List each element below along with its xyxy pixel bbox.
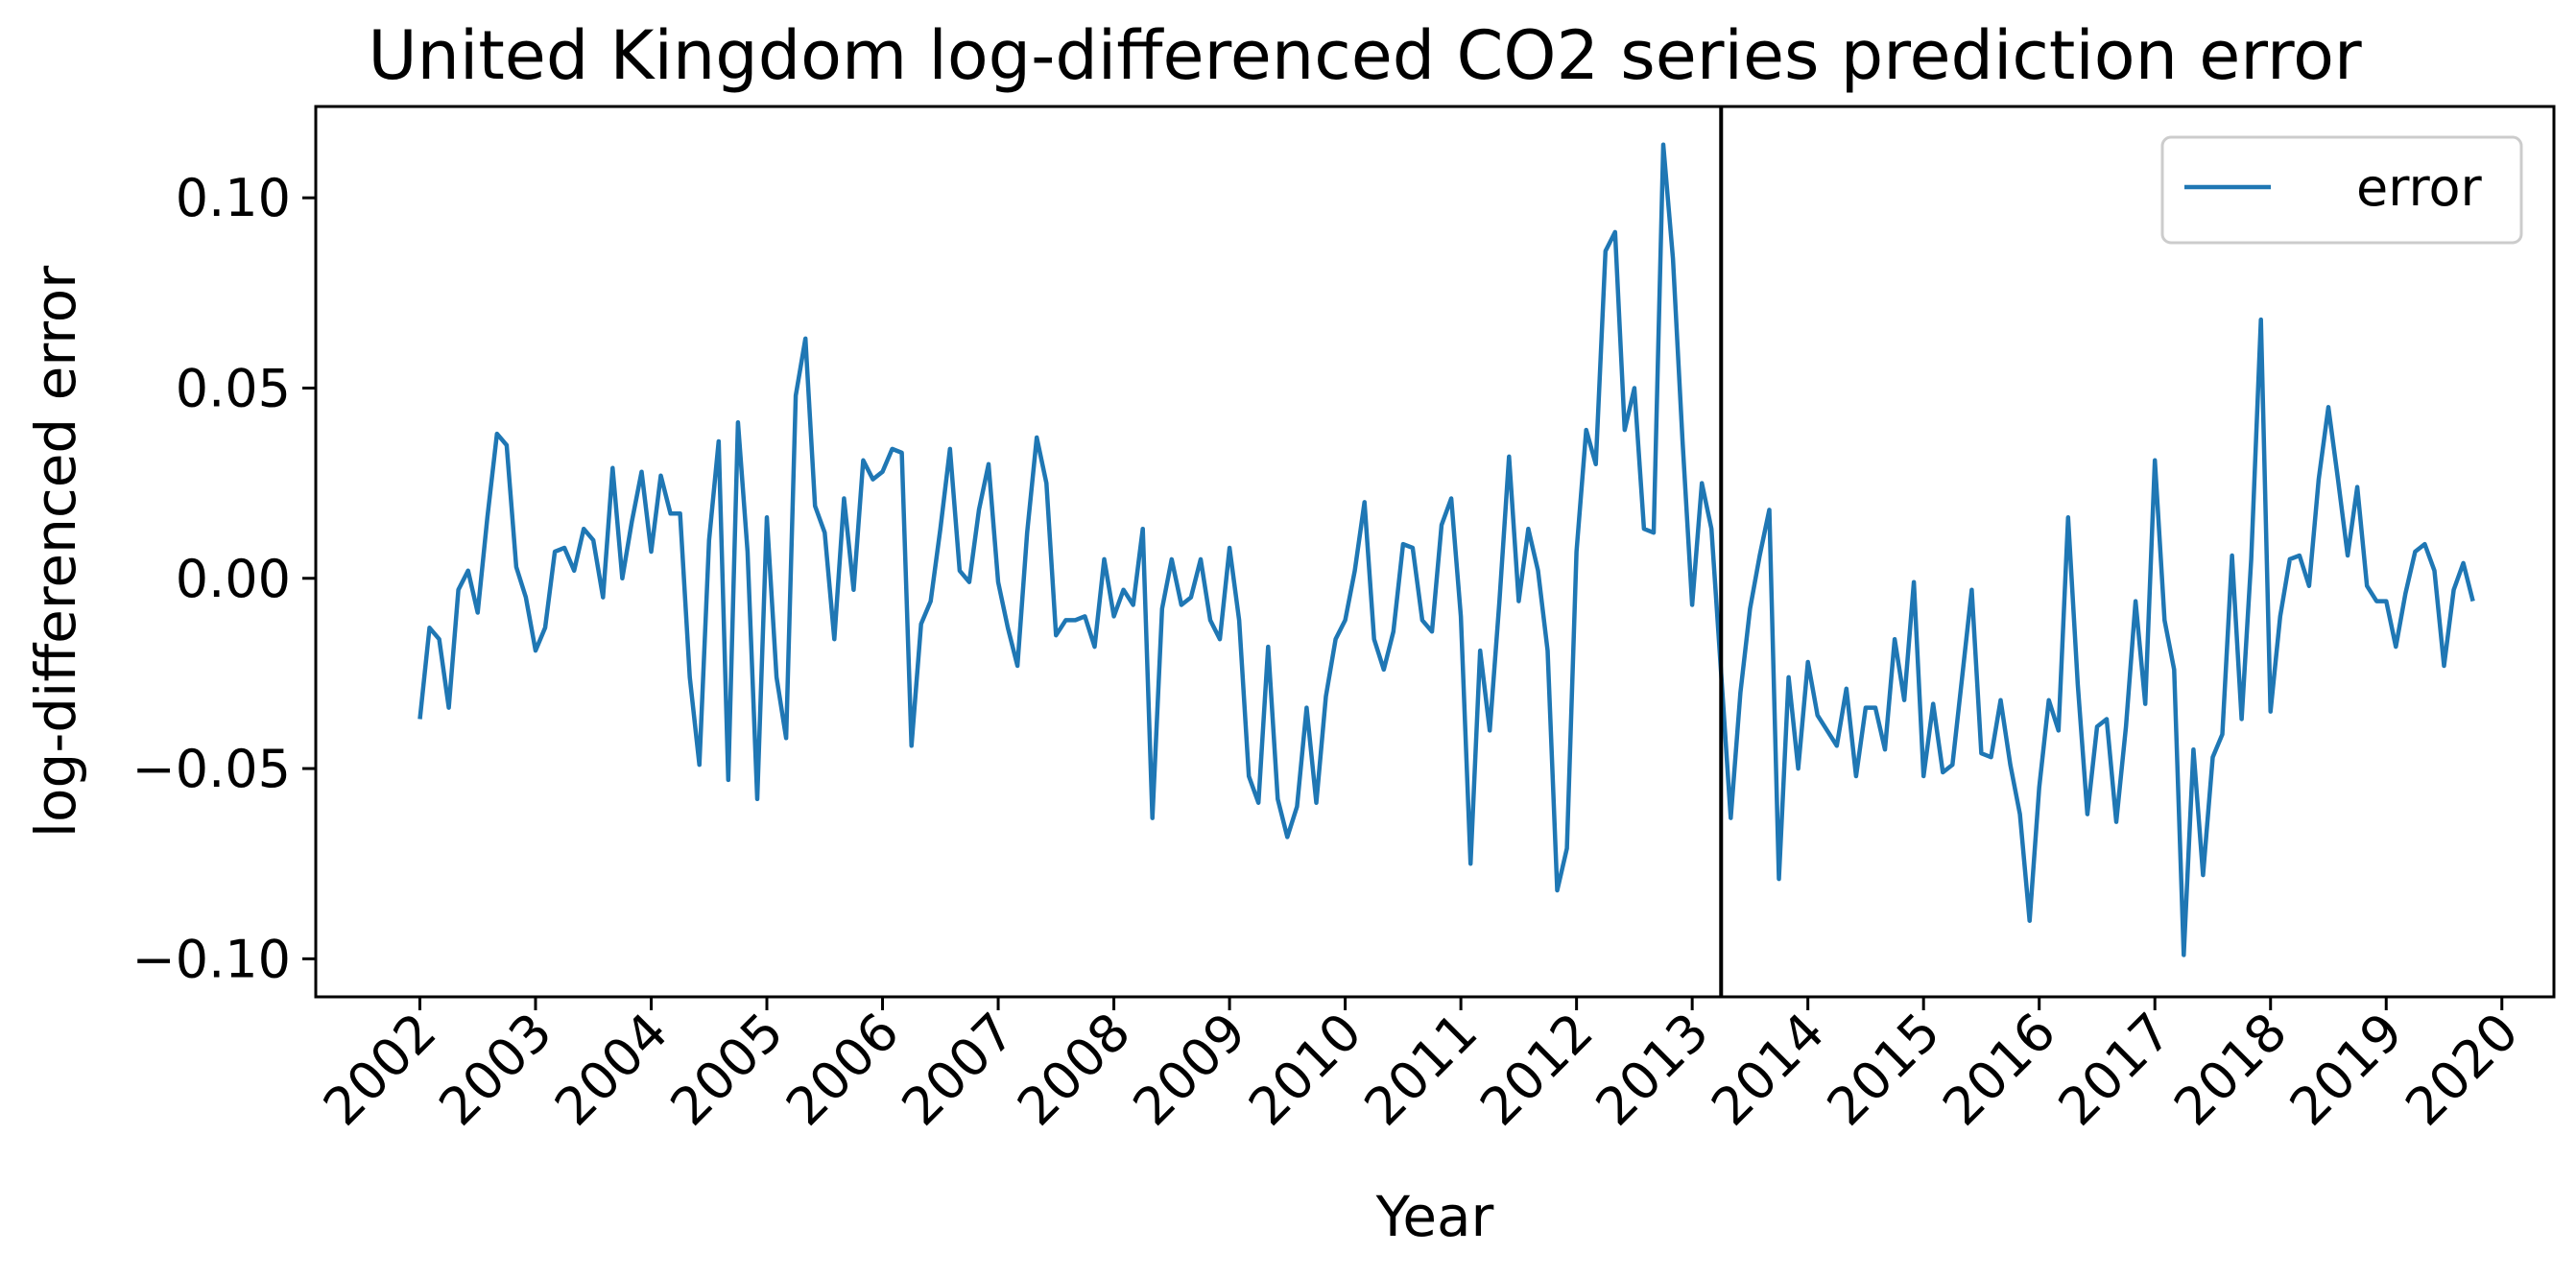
y-tick-label: 0.05 (176, 358, 291, 418)
plot-layer (417, 106, 2475, 997)
chart-title: United Kingdom log-differenced CO2 serie… (368, 16, 2362, 95)
y-tick-label: 0.00 (176, 549, 291, 609)
plot-frame (314, 105, 2556, 999)
series-line-error (417, 142, 2475, 958)
legend-label-error: error (2356, 157, 2483, 218)
y-axis-label: log-differenced error (23, 266, 88, 838)
legend: error (2160, 135, 2523, 245)
y-tick-label: −0.10 (132, 929, 291, 989)
y-tick-label: 0.10 (176, 168, 291, 228)
y-tick-label: −0.05 (132, 739, 291, 799)
y-axis: −0.10 −0.05 0.00 0.05 0.10 (132, 168, 316, 989)
legend-box (2160, 135, 2523, 245)
x-axis-label: Year (1375, 1184, 1494, 1249)
